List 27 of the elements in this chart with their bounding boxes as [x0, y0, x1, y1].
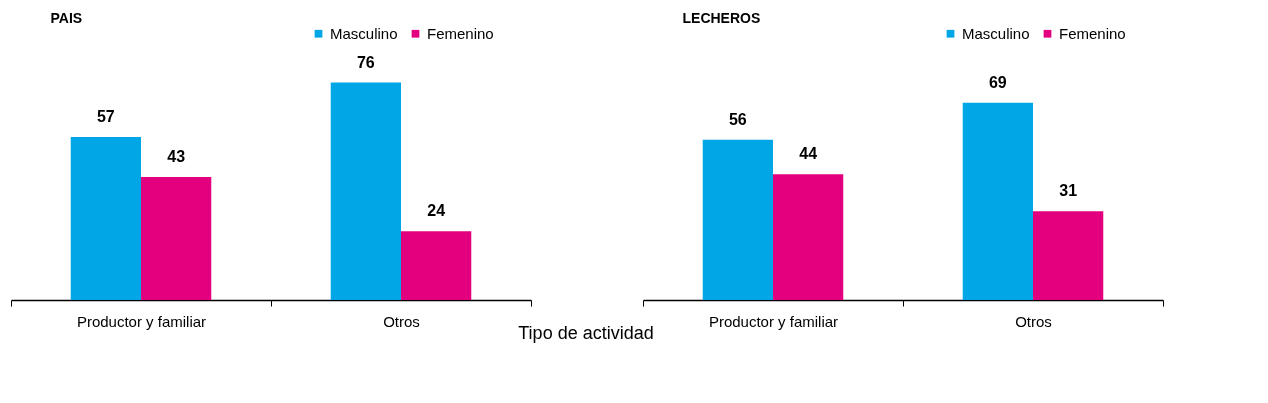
data-label: 57: [96, 107, 115, 125]
bar: [141, 177, 212, 300]
chart-title: PAIS: [50, 10, 83, 26]
data-label: 56: [728, 110, 747, 128]
data-label: 44: [799, 145, 818, 163]
x-tick-label: Otros: [1015, 312, 1052, 330]
legend-label: Femenino: [1059, 24, 1126, 42]
data-label: 76: [356, 53, 375, 71]
bar: [702, 139, 773, 300]
bar: [401, 231, 472, 300]
data-label: 43: [167, 148, 186, 165]
x-axis-title: Tipo de actividad: [518, 323, 654, 343]
data-label: 69: [988, 73, 1007, 91]
bar: [330, 82, 401, 300]
x-tick-label: Otros: [383, 312, 420, 330]
legend-label: Masculino: [962, 24, 1030, 42]
legend-label: Femenino: [427, 24, 494, 42]
data-label: 31: [1059, 182, 1078, 200]
bar: [962, 102, 1033, 300]
legend-label: Masculino: [330, 24, 398, 42]
bar: [773, 174, 844, 300]
x-tick-label: Productor y familiar: [76, 312, 207, 330]
bar: [70, 136, 141, 300]
data-label: 24: [427, 202, 446, 220]
chart-title: LECHEROS: [682, 10, 761, 26]
bar: [1033, 211, 1104, 300]
x-tick-label: Productor y familiar: [708, 312, 839, 330]
